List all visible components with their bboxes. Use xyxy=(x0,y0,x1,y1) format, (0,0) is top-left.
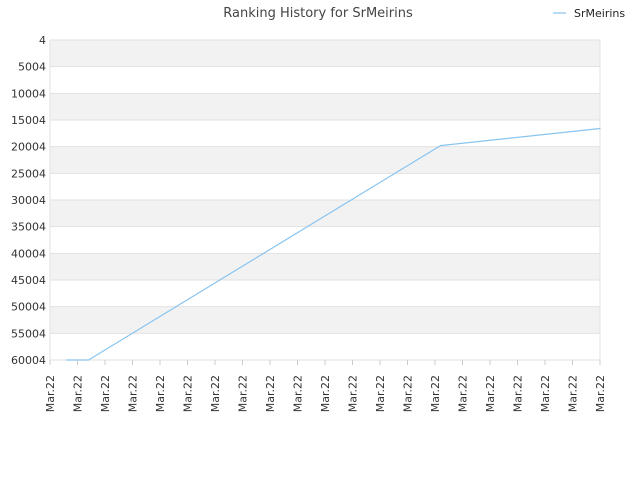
gridlines xyxy=(49,39,601,361)
y-tick-label: 15004 xyxy=(11,114,46,127)
y-axis-ticks: 4500410004150042000425004300043500440004… xyxy=(11,34,46,367)
data-point xyxy=(87,359,90,361)
y-tick-label: 40004 xyxy=(11,247,46,260)
x-tick-label: Mar.22 xyxy=(209,375,222,412)
plot-band xyxy=(50,173,600,200)
x-tick-label: Mar.22 xyxy=(347,375,360,412)
plot-band xyxy=(50,93,600,120)
x-tick-label: Mar.22 xyxy=(44,375,57,412)
series-lines xyxy=(65,127,601,361)
y-tick-label: 35004 xyxy=(11,221,46,234)
plot-band xyxy=(50,40,600,67)
y-tick-label: 45004 xyxy=(11,274,46,287)
x-tick-label: Mar.22 xyxy=(99,375,112,412)
x-tick-label: Mar.22 xyxy=(512,375,525,412)
x-tick-label: Mar.22 xyxy=(457,375,470,412)
x-tick-label: Mar.22 xyxy=(182,375,195,412)
plot-band xyxy=(50,146,600,174)
x-tick-label: Mar.22 xyxy=(237,375,250,412)
y-tick-label: 4 xyxy=(39,34,46,47)
y-tick-label: 25004 xyxy=(11,167,46,180)
plot-band xyxy=(50,306,600,334)
x-tick-label: Mar.22 xyxy=(429,375,442,412)
legend[interactable]: SrMeirins xyxy=(553,7,625,20)
y-tick-label: 30004 xyxy=(11,194,46,207)
data-point xyxy=(599,127,601,130)
x-tick-label: Mar.22 xyxy=(292,375,305,412)
x-tick-label: Mar.22 xyxy=(264,375,277,412)
chart-title: Ranking History for SrMeirins xyxy=(223,6,413,21)
y-tick-label: 5004 xyxy=(18,61,46,74)
x-tick-label: Mar.22 xyxy=(319,375,332,412)
y-tick-label: 50004 xyxy=(11,301,46,314)
y-tick-label: 60004 xyxy=(11,354,46,367)
plot-band xyxy=(50,120,600,147)
x-axis-ticks: Mar.22 Mar.22 Mar.22 Mar.22 Mar.22 Mar.22 Mar.… xyxy=(44,360,607,412)
legend-label-srmeirins: SrMeirins xyxy=(574,7,625,20)
x-tick-label: Mar.22 xyxy=(567,375,580,412)
x-tick-label: Mar.22 xyxy=(127,375,140,412)
x-tick-label: Mar.22 xyxy=(402,375,415,412)
plot-band xyxy=(50,200,600,227)
y-tick-label: 55004 xyxy=(11,327,46,340)
x-tick-label: Mar.22 xyxy=(594,375,607,412)
x-tick-label: Mar.22 xyxy=(154,375,167,412)
plot-band xyxy=(50,253,600,280)
plot-band xyxy=(50,280,600,307)
data-point xyxy=(65,359,68,361)
plot-bands xyxy=(50,40,600,360)
data-point xyxy=(439,145,442,147)
plot-band xyxy=(50,66,600,94)
series-line-srmeirins xyxy=(66,127,601,361)
plot-band xyxy=(50,226,600,254)
y-tick-label: 10004 xyxy=(11,87,46,100)
x-tick-label: Mar.22 xyxy=(539,375,552,412)
x-tick-label: Mar.22 xyxy=(374,375,387,412)
x-tick-label: Mar.22 xyxy=(72,375,85,412)
plot-band xyxy=(50,333,600,360)
y-tick-label: 20004 xyxy=(11,141,46,154)
x-tick-label: Mar.22 xyxy=(484,375,497,412)
